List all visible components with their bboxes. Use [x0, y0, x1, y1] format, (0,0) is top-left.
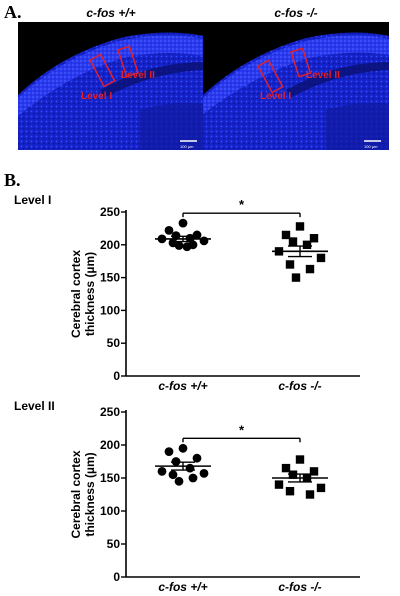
- y-tick-label: 100: [100, 504, 120, 518]
- x-tick-label: c-fos +/+: [158, 379, 207, 393]
- scale-text-wildtype: 100 µm: [180, 144, 194, 149]
- data-point: [285, 487, 295, 496]
- data-point: [295, 222, 305, 231]
- roi-label-level1-knockout: Level I: [260, 91, 291, 102]
- data-point: [285, 260, 295, 269]
- y-axis-label: Cerebral cortexthickness (µm): [69, 250, 97, 338]
- roi-label-level2-wildtype: Level II: [121, 70, 155, 81]
- y-tick-label: 0: [113, 570, 120, 584]
- y-tick-label: 250: [100, 405, 120, 419]
- data-point: [316, 483, 326, 493]
- data-point: [281, 463, 291, 473]
- data-point: [305, 490, 315, 499]
- y-tick-label: 50: [107, 537, 121, 551]
- x-tick-label: c-fos +/+: [158, 580, 207, 594]
- image-title-knockout: c-fos -/-: [274, 6, 318, 20]
- data-point: [164, 447, 174, 456]
- y-tick-label: 0: [113, 369, 120, 383]
- data-point: [316, 253, 326, 263]
- data-point: [188, 473, 198, 483]
- micrograph-wildtype: [18, 22, 204, 150]
- data-point: [281, 230, 291, 240]
- x-tick-label: c-fos -/-: [278, 379, 321, 393]
- chart-title: Level II: [14, 399, 55, 413]
- chart-level2: Level II Cerebral cortexthickness (µm) 0 50…: [14, 399, 360, 594]
- data-point: [192, 453, 202, 463]
- roi-level1-wildtype: [88, 53, 116, 88]
- data-point: [288, 237, 298, 246]
- data-point: [305, 264, 315, 274]
- panel-b-label: B.: [4, 170, 21, 190]
- data-point: [168, 470, 178, 480]
- micrograph-panel: Level I Level II Level I Level II 100 µm…: [18, 22, 389, 150]
- roi-label-level1-wildtype: Level I: [81, 91, 112, 102]
- chart-title: Level I: [14, 193, 51, 207]
- roi-level2-knockout: [290, 47, 312, 78]
- data-point: [309, 467, 319, 476]
- image-title-wildtype: c-fos +/+: [86, 6, 136, 20]
- data-point: [185, 463, 195, 473]
- data-point: [178, 218, 188, 228]
- data-point: [174, 476, 184, 486]
- significance-marker: *: [239, 197, 245, 212]
- data-point: [274, 480, 284, 489]
- roi-level2-wildtype: [117, 45, 140, 78]
- data-point: [199, 236, 209, 246]
- data-point: [199, 468, 209, 478]
- data-point: [291, 273, 301, 282]
- y-tick-label: 150: [100, 271, 120, 285]
- micrograph-knockout: [203, 22, 389, 150]
- data-point: [302, 240, 312, 249]
- data-point: [157, 467, 167, 476]
- y-tick-label: 250: [100, 205, 120, 219]
- roi-label-level2-knockout: Level II: [306, 70, 340, 81]
- y-axis-label: Cerebral cortexthickness (µm): [69, 450, 97, 538]
- significance-marker: *: [239, 422, 245, 437]
- scale-text-knockout: 100 µm: [364, 144, 378, 149]
- y-tick-label: 200: [100, 438, 120, 452]
- panel-a-label: A.: [4, 2, 22, 22]
- roi-level1-knockout: [256, 59, 284, 94]
- y-tick-label: 50: [107, 336, 121, 350]
- data-point: [178, 443, 188, 453]
- data-point: [309, 234, 319, 243]
- chart-level1: Level I Cerebral cortexthickness (µm) 0 50 1…: [14, 193, 360, 393]
- data-point: [182, 242, 192, 252]
- y-tick-label: 150: [100, 471, 120, 485]
- data-point: [192, 230, 202, 240]
- data-point: [295, 455, 305, 464]
- data-point: [174, 241, 184, 250]
- x-tick-label: c-fos -/-: [278, 580, 321, 594]
- y-tick-label: 200: [100, 238, 120, 252]
- data-point: [164, 225, 174, 235]
- y-tick-label: 100: [100, 303, 120, 317]
